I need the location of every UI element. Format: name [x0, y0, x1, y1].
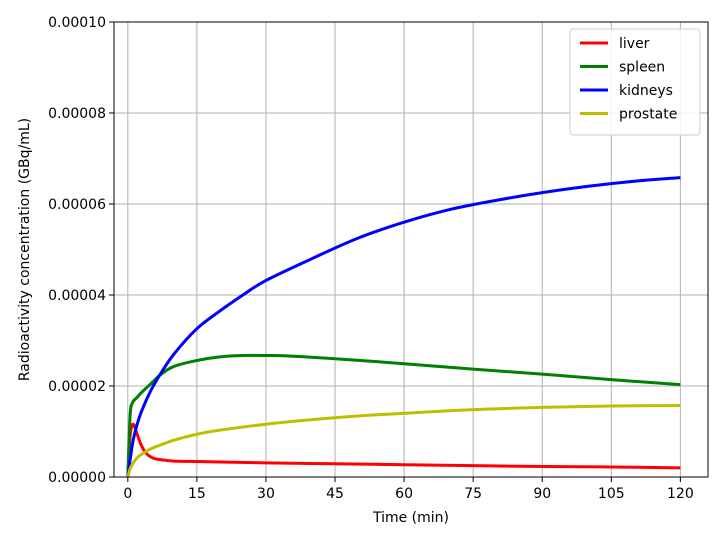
series-line-spleen	[126, 353, 681, 478]
series-layer	[126, 176, 681, 478]
legend-label-spleen: spleen	[619, 60, 665, 76]
y-axis-label: Radioactivity concentration (GBq/mL)	[17, 118, 33, 381]
y-tick-label: 0.00008	[48, 106, 106, 122]
y-tick-label: 0.00004	[48, 288, 106, 304]
y-tick-label: 0.00000	[48, 470, 106, 486]
x-tick-label: 15	[188, 486, 206, 502]
series-line-kidneys	[126, 176, 681, 478]
x-tick-label: 60	[395, 486, 413, 502]
x-tick-label: 0	[123, 486, 132, 502]
x-axis-label: Time (min)	[372, 510, 449, 526]
y-tick-label: 0.00006	[48, 197, 106, 213]
legend-label-prostate: prostate	[619, 107, 677, 123]
x-tick-label: 75	[464, 486, 482, 502]
series-line-prostate	[126, 404, 681, 478]
plot-frame	[113, 21, 709, 478]
legend-label-liver: liver	[619, 36, 650, 52]
legend-box	[569, 28, 701, 136]
legend: liver spleen kidneys prostate	[569, 28, 701, 136]
x-tick-label: 120	[667, 486, 694, 502]
x-tick-label: 45	[326, 486, 344, 502]
x-tick-label: 30	[257, 486, 275, 502]
ticks: 0 15 30 45 60 75 90 105 120 0.00000 0.00002 0.00004…	[48, 15, 694, 502]
y-tick-label: 0.00002	[48, 379, 106, 395]
x-tick-label: 105	[598, 486, 625, 502]
x-tick-label: 90	[533, 486, 551, 502]
legend-label-kidneys: kidneys	[619, 83, 673, 99]
y-tick-label: 0.00010	[48, 15, 106, 31]
